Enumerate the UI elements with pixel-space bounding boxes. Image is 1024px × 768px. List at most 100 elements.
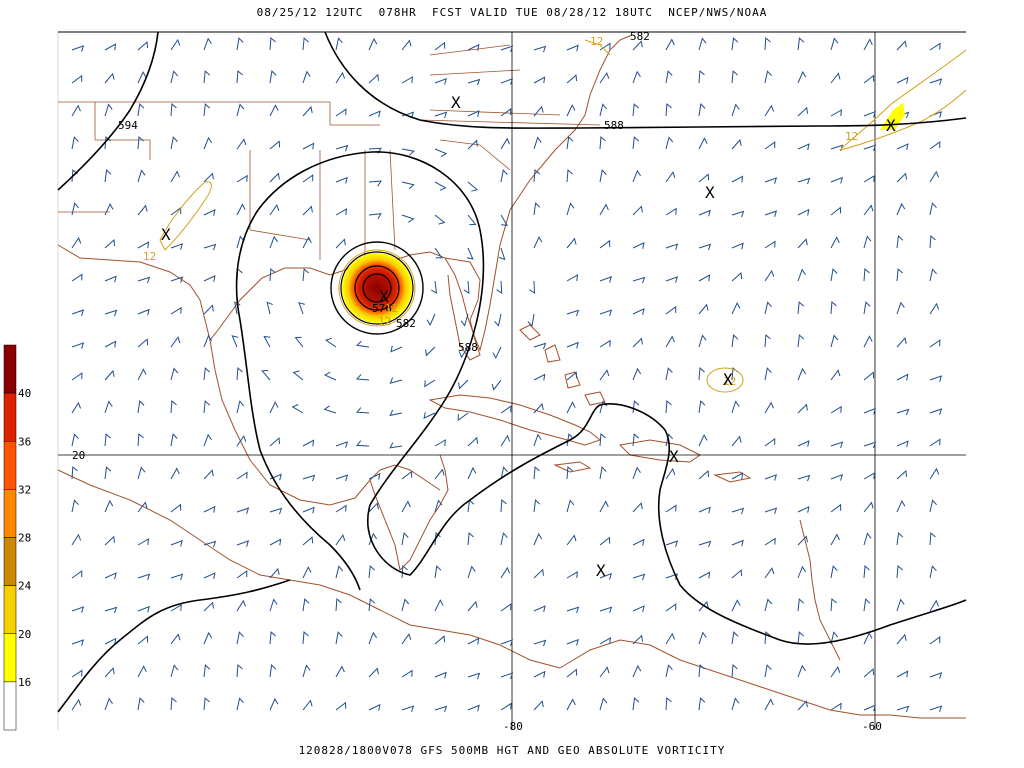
wind-barb	[335, 701, 347, 711]
wind-barb	[71, 372, 83, 381]
wind-barb	[863, 110, 876, 118]
wind-barb	[269, 538, 282, 546]
wind-barb	[863, 38, 873, 51]
wind-barb	[203, 601, 214, 612]
wind-barb	[929, 302, 940, 315]
wind-barb	[533, 136, 542, 150]
wind-barb	[424, 379, 436, 388]
max-marker: X	[161, 225, 171, 244]
wind-barb	[533, 605, 546, 613]
wind-barb	[863, 501, 874, 513]
wind-barb	[302, 536, 314, 546]
wind-barb	[830, 268, 838, 282]
wind-barb	[401, 148, 415, 156]
wind-barb	[401, 564, 408, 579]
wind-barb	[170, 70, 179, 84]
wind-barb	[698, 600, 709, 612]
wind-barb	[665, 305, 677, 315]
wind-barb	[71, 45, 85, 52]
wind-barb	[500, 702, 512, 711]
wind-barb	[929, 339, 941, 348]
wind-barb	[698, 274, 711, 282]
wind-barb	[731, 631, 739, 645]
wind-barb	[665, 335, 675, 348]
wind-barb	[797, 535, 808, 546]
wind-barb	[533, 700, 544, 711]
wind-barb	[764, 598, 773, 612]
colorbar-swatch	[3, 344, 17, 394]
wind-barb	[401, 181, 415, 190]
wind-barb	[467, 214, 477, 226]
wind-barb	[698, 303, 709, 315]
wind-barb	[863, 532, 872, 546]
wind-barb	[467, 139, 478, 150]
wind-barb	[368, 502, 379, 513]
wind-barb	[269, 437, 281, 447]
wind-barb	[500, 78, 514, 85]
wind-barb	[368, 565, 376, 579]
wind-barb	[500, 498, 507, 513]
lon-60-label: -60	[862, 720, 882, 733]
wind-barb	[764, 664, 772, 678]
wind-barb	[269, 104, 279, 117]
wind-barb	[170, 633, 181, 645]
wind-barb	[467, 499, 475, 513]
wind-barb	[632, 502, 643, 513]
wind-barb	[533, 433, 542, 447]
wind-barb	[335, 441, 349, 448]
wind-barb	[170, 573, 184, 581]
wind-barb	[170, 696, 177, 711]
wind-barb	[896, 301, 905, 315]
wind-barb	[302, 37, 309, 51]
wind-barb	[632, 308, 645, 315]
wind-barb	[401, 669, 413, 678]
wind-barb	[764, 269, 775, 282]
wind-barb	[566, 534, 577, 546]
wind-barb	[764, 36, 771, 51]
wind-barb	[104, 340, 117, 348]
wind-barb	[170, 433, 178, 447]
wind-barb	[797, 664, 806, 678]
wind-barb	[203, 103, 211, 117]
wind-barb	[302, 236, 312, 249]
wind-barb	[203, 37, 212, 51]
wind-barb	[698, 37, 707, 51]
wind-barb	[929, 408, 943, 415]
wind-barb	[665, 243, 679, 251]
wind-barb	[929, 202, 937, 216]
wind-barb	[797, 506, 810, 513]
vort-label-atlantic: 12	[845, 130, 858, 143]
wind-barb	[764, 70, 772, 84]
wind-barb	[71, 698, 82, 711]
wind-barb	[599, 369, 610, 381]
wind-barb	[401, 598, 410, 612]
wind-barb	[335, 533, 346, 546]
wind-barb	[830, 405, 842, 414]
wind-barb	[104, 43, 117, 51]
wind-barb	[434, 214, 446, 225]
wind-barb	[137, 338, 149, 348]
wind-barb	[460, 313, 469, 327]
wind-barb	[698, 243, 712, 251]
wind-barb	[731, 472, 744, 480]
wind-barb	[764, 630, 771, 645]
wind-barb	[236, 138, 247, 150]
wind-barb	[170, 367, 179, 381]
wind-barb	[236, 570, 248, 579]
wind-barb	[632, 433, 640, 447]
wind-barb	[929, 42, 941, 51]
wind-barb	[170, 38, 181, 51]
wind-barb	[302, 439, 315, 447]
wind-barb	[355, 440, 370, 447]
wind-barb	[830, 72, 841, 84]
wind-barb	[731, 210, 745, 218]
wind-barb	[71, 236, 82, 249]
wind-barb	[137, 697, 145, 711]
wind-barb	[302, 664, 311, 678]
wind-barb	[269, 70, 277, 84]
wind-barb	[494, 313, 502, 327]
wind-barb	[467, 78, 481, 86]
wind-barb	[731, 271, 743, 282]
wind-barb	[269, 598, 278, 612]
wind-barb	[302, 630, 309, 645]
